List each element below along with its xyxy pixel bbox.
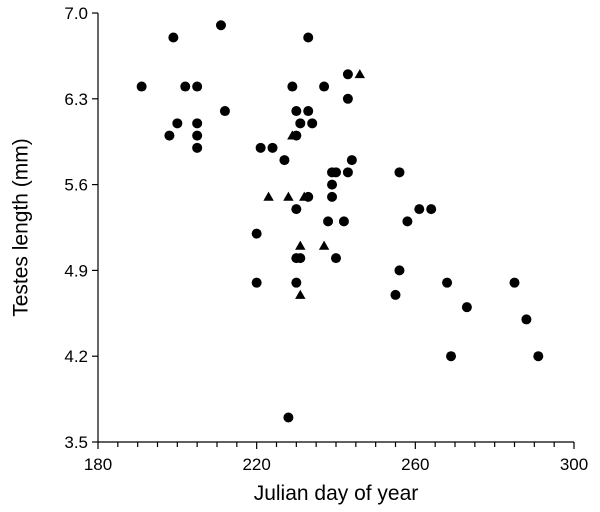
y-axis-title: Testes length (mm) <box>10 138 33 317</box>
data-point-circle <box>509 277 520 288</box>
data-points <box>136 20 544 423</box>
data-point-circle <box>251 277 262 288</box>
data-point-circle <box>414 204 425 215</box>
y-tick-label: 5.6 <box>64 176 88 195</box>
x-tick-label: 300 <box>560 455 588 474</box>
data-point-circle <box>342 167 353 178</box>
data-point-circle <box>307 118 318 129</box>
data-point-circle <box>327 179 338 190</box>
data-point-circle <box>172 118 183 129</box>
data-point-circle <box>287 81 298 92</box>
x-axis-title: Julian day of year <box>254 482 419 505</box>
data-point-circle <box>180 81 191 92</box>
y-tick-label: 3.5 <box>64 433 88 452</box>
y-tick-label: 4.2 <box>64 347 88 366</box>
data-point-circle <box>192 142 203 153</box>
data-point-circle <box>521 314 532 325</box>
data-point-circle <box>192 118 203 129</box>
data-point-circle <box>402 216 413 227</box>
y-tick-label: 4.9 <box>64 261 88 280</box>
data-point-triangle <box>299 191 310 201</box>
data-point-circle <box>342 69 353 80</box>
data-point-circle <box>390 289 401 300</box>
data-point-circle <box>168 32 179 43</box>
data-point-circle <box>192 130 203 141</box>
data-point-circle <box>255 142 266 153</box>
y-axis-ticks: 3.5 4.2 4.9 5.6 6.3 7.0 <box>64 4 98 452</box>
data-point-triangle <box>263 191 274 201</box>
x-axis-ticks: 180 220 260 300 <box>84 442 588 474</box>
y-tick-label: 7.0 <box>64 4 88 23</box>
data-point-circle <box>164 130 175 141</box>
data-point-circle <box>338 216 349 227</box>
data-point-triangle <box>287 130 298 140</box>
data-point-circle <box>192 81 203 92</box>
data-point-circle <box>331 253 341 264</box>
data-point-circle <box>303 32 314 43</box>
data-point-circle <box>303 106 314 117</box>
data-point-triangle <box>295 240 306 250</box>
data-point-circle <box>394 167 405 178</box>
data-point-circle <box>461 302 472 313</box>
data-point-circle <box>394 265 405 276</box>
data-point-circle <box>446 351 457 362</box>
data-point-circle <box>327 167 338 178</box>
data-point-circle <box>426 204 437 215</box>
x-tick-label: 180 <box>84 455 112 474</box>
data-point-triangle <box>295 289 306 299</box>
data-point-triangle <box>283 191 294 201</box>
data-point-circle <box>136 81 147 92</box>
data-point-circle <box>295 253 306 264</box>
data-point-circle <box>291 277 302 288</box>
data-point-circle <box>346 155 357 166</box>
data-point-circle <box>295 118 306 129</box>
x-tick-label: 260 <box>401 455 429 474</box>
data-point-circle <box>342 93 353 104</box>
data-point-circle <box>251 228 262 239</box>
data-point-circle <box>291 204 302 215</box>
data-point-circle <box>291 106 302 117</box>
data-point-circle <box>215 20 226 31</box>
data-point-circle <box>442 277 453 288</box>
data-point-circle <box>327 191 338 202</box>
data-point-triangle <box>354 69 365 79</box>
y-tick-label: 6.3 <box>64 90 88 109</box>
data-point-circle <box>319 81 330 92</box>
data-point-circle <box>323 216 334 227</box>
data-point-circle <box>279 155 290 166</box>
data-point-circle <box>219 106 230 117</box>
data-point-circle <box>267 142 278 153</box>
data-point-triangle <box>318 240 330 250</box>
data-point-circle <box>533 351 544 362</box>
data-point-circle <box>283 412 294 423</box>
x-tick-label: 220 <box>242 455 270 474</box>
